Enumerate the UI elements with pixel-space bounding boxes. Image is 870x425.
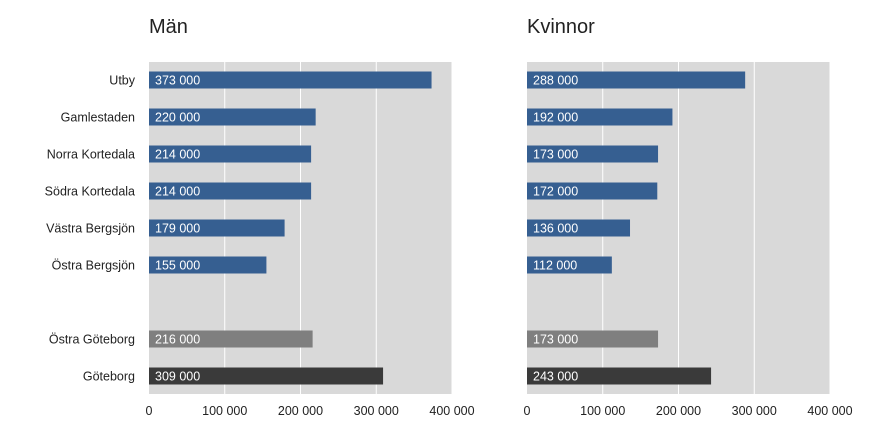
bar	[149, 219, 285, 237]
bar	[527, 219, 631, 237]
x-tick-label: 400 000	[807, 404, 852, 418]
x-tick-label: 0	[524, 404, 531, 418]
category-label: Utby	[109, 74, 135, 88]
data-label: 155 000	[155, 259, 200, 273]
bar	[149, 108, 316, 126]
bar	[527, 145, 659, 163]
x-tick-label: 300 000	[732, 404, 777, 418]
x-tick-label: 200 000	[278, 404, 323, 418]
data-label: 172 000	[533, 185, 578, 199]
bar	[149, 71, 432, 89]
bar	[149, 256, 267, 274]
bar	[527, 367, 712, 385]
data-label: 214 000	[155, 185, 200, 199]
x-tick-label: 300 000	[354, 404, 399, 418]
bar	[149, 182, 312, 200]
x-tick-label: 0	[146, 404, 153, 418]
data-label: 136 000	[533, 222, 578, 236]
data-label: 173 000	[533, 148, 578, 162]
data-label: 288 000	[533, 74, 578, 88]
x-tick-label: 100 000	[202, 404, 247, 418]
category-label: Östra Bergsjön	[52, 259, 135, 273]
data-label: 373 000	[155, 74, 200, 88]
data-label: 243 000	[533, 370, 578, 384]
data-label: 216 000	[155, 333, 200, 347]
x-tick-label: 400 000	[429, 404, 474, 418]
category-label: Södra Kortedala	[45, 185, 135, 199]
category-label: Västra Bergsjön	[46, 222, 135, 236]
category-label: Gamlestaden	[61, 111, 135, 125]
bar	[149, 367, 384, 385]
bar	[149, 330, 313, 348]
bar	[149, 145, 312, 163]
data-label: 192 000	[533, 111, 578, 125]
x-tick-label: 200 000	[656, 404, 701, 418]
category-label: Göteborg	[83, 370, 135, 384]
data-label: 309 000	[155, 370, 200, 384]
data-label: 220 000	[155, 111, 200, 125]
category-label: Östra Göteborg	[49, 333, 135, 347]
x-tick-label: 100 000	[580, 404, 625, 418]
data-label: 173 000	[533, 333, 578, 347]
bar	[527, 108, 673, 126]
bar	[527, 71, 746, 89]
panel-title: Kvinnor	[527, 16, 595, 38]
data-label: 179 000	[155, 222, 200, 236]
panel-title: Män	[149, 16, 188, 38]
data-label: 112 000	[533, 259, 577, 273]
bar	[527, 182, 658, 200]
bar	[527, 256, 612, 274]
category-label: Norra Kortedala	[47, 148, 135, 162]
bar	[527, 330, 659, 348]
data-label: 214 000	[155, 148, 200, 162]
